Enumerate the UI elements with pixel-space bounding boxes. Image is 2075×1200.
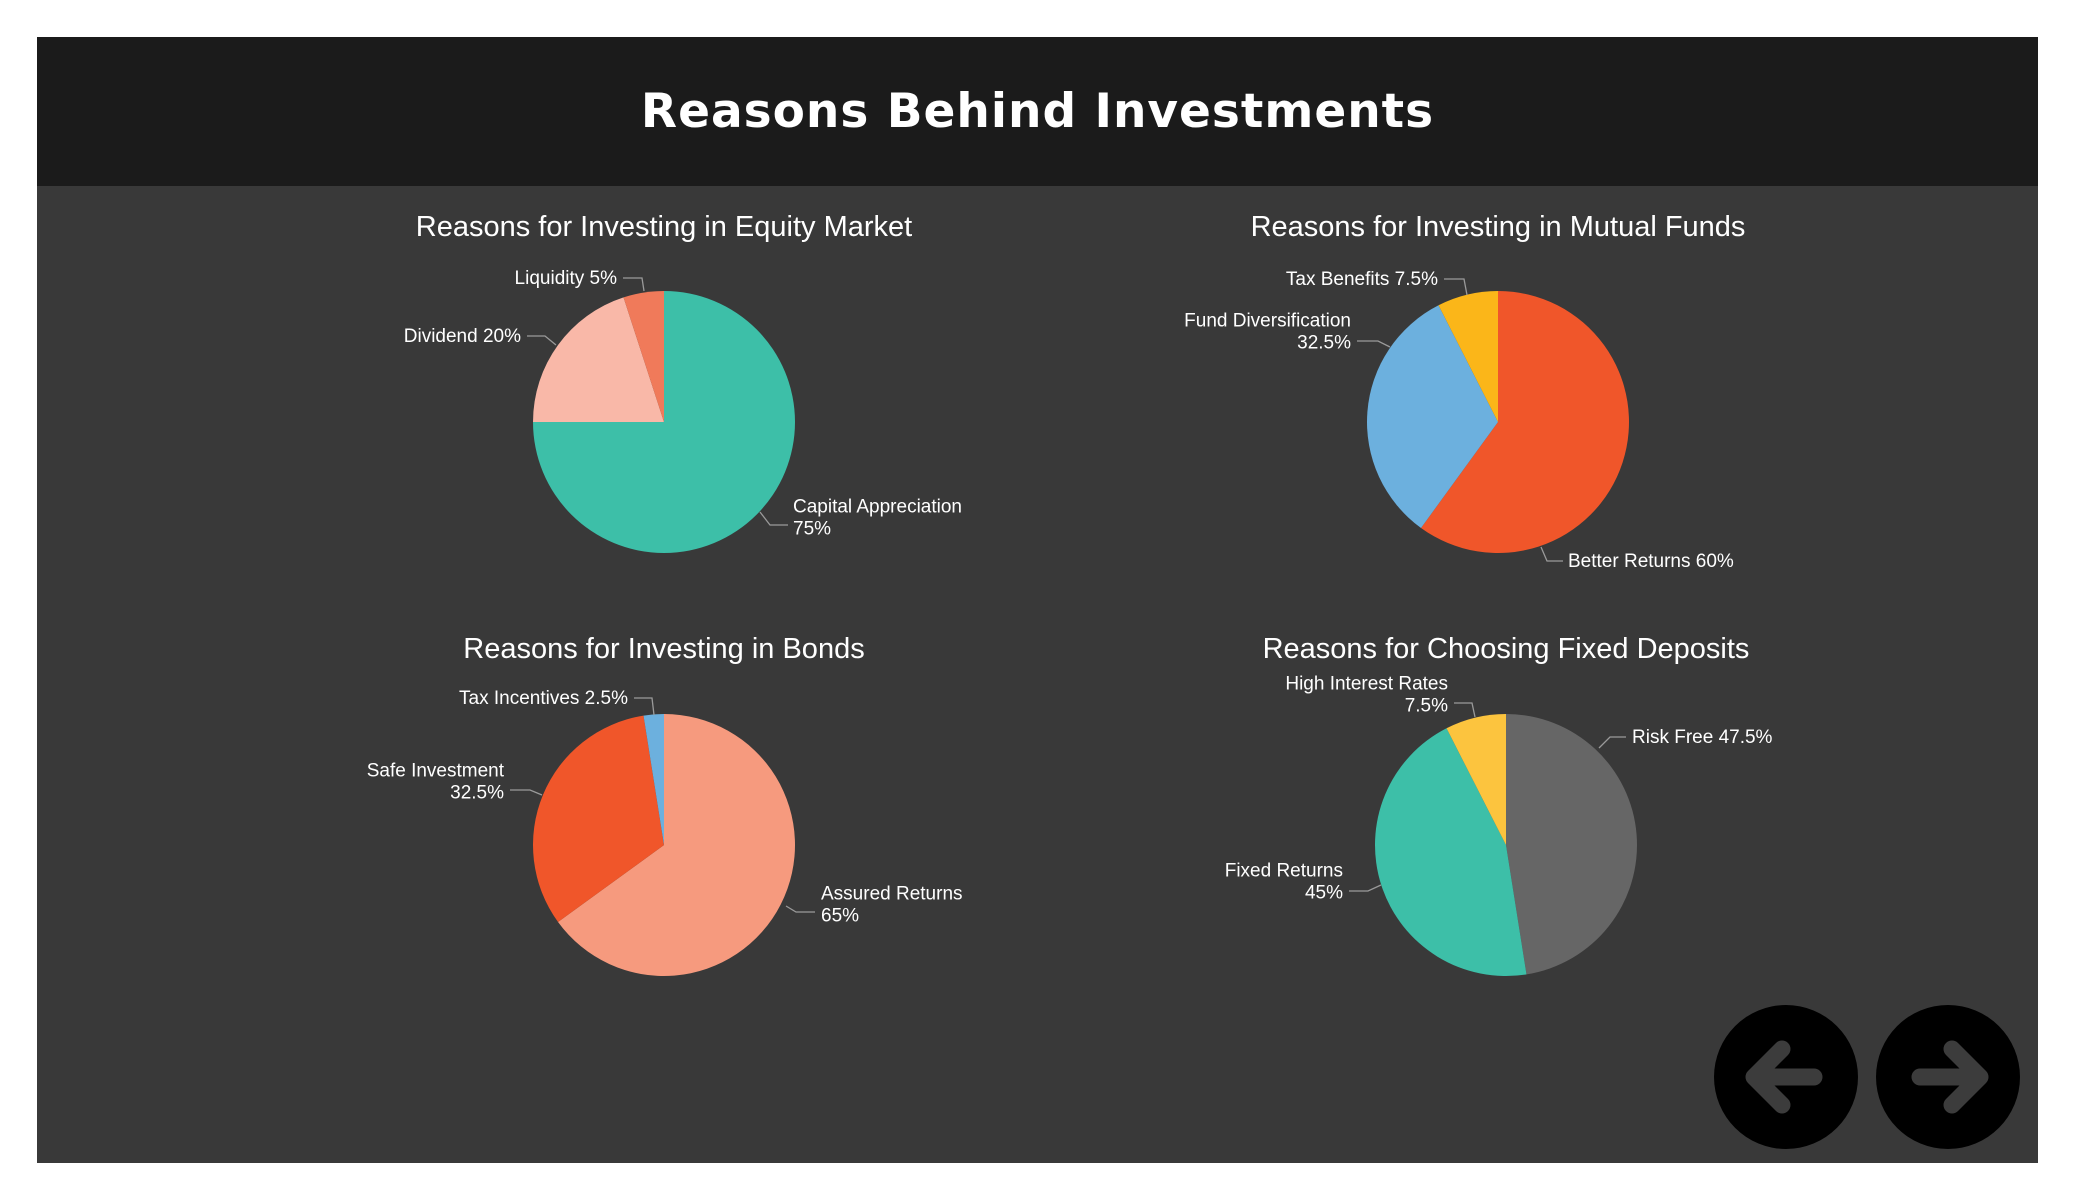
chart-title: Reasons for Choosing Fixed Deposits: [1263, 633, 1750, 665]
slice-label-value: 7.5%: [1405, 695, 1448, 716]
slice-label: Liquidity 5%: [515, 268, 618, 289]
slice-label-value: 65%: [821, 905, 859, 926]
pie-chart-2: Reasons for Investing in Mutual Funds Bet…: [1184, 211, 1745, 572]
slice-label-value: 32.5%: [1297, 332, 1351, 353]
leader-line: [623, 277, 645, 292]
pie-slice-risk-free: [1506, 714, 1637, 975]
chart-title: Reasons for Investing in Equity Market: [416, 211, 912, 243]
pie-slice-fund-diversification: [1367, 305, 1498, 528]
arrow-right-icon: [1911, 1040, 1989, 1114]
chart-title: Reasons for Investing in Mutual Funds: [1251, 211, 1746, 243]
slice-label: High Interest Rates 7.5%: [1285, 673, 1448, 716]
slice-label: Assured Returns 65%: [821, 883, 963, 926]
slice-label-value: 75%: [793, 518, 831, 539]
chart-title: Reasons for Investing in Bonds: [463, 633, 864, 665]
slide-header: Reasons Behind Investments: [37, 37, 2038, 186]
slice-label: Tax Benefits 7.5%: [1286, 269, 1438, 290]
slice-label-value: 45%: [1305, 882, 1343, 903]
slice-label-name: Fixed Returns: [1225, 860, 1343, 881]
leader-line: [1454, 702, 1476, 718]
leader-line: [1357, 340, 1391, 348]
pie-slice-dividend: [533, 297, 664, 422]
previous-slide-button[interactable]: [1714, 1005, 1858, 1149]
leader-line: [510, 789, 543, 796]
leader-line: [1349, 884, 1382, 892]
page-title: Reasons Behind Investments: [640, 84, 1435, 139]
leader-line: [1444, 278, 1468, 296]
leader-line: [527, 335, 557, 346]
pie-slice-tax-incentives: [643, 714, 664, 845]
leader-line: [1598, 736, 1626, 749]
slice-label: Fund Diversification 32.5%: [1184, 310, 1351, 353]
pie-slice-better-returns: [1421, 291, 1630, 553]
next-slide-button[interactable]: [1876, 1005, 2020, 1149]
slice-label-name: Safe Investment: [367, 760, 505, 781]
slide-frame: Reasons Behind Investments: [37, 37, 2038, 1163]
leader-line: [634, 697, 655, 716]
slice-label: Risk Free 47.5%: [1632, 727, 1773, 748]
pie-slice-safe-investment: [533, 715, 664, 922]
slice-label: Safe Investment 32.5%: [367, 760, 505, 803]
pie-chart-3: Reasons for Investing in Bonds Assured Re…: [367, 633, 963, 976]
pie-chart-1: Reasons for Investing in Equity Market Ca…: [404, 211, 962, 553]
slice-label: Dividend 20%: [404, 326, 521, 347]
leader-line: [785, 905, 815, 913]
slice-label: Capital Appreciation 75%: [793, 496, 962, 539]
pie-slice-assured-returns: [558, 713, 795, 976]
leader-line: [759, 511, 788, 526]
slice-label-name: High Interest Rates: [1285, 673, 1448, 694]
slice-label-value: 32.5%: [450, 782, 504, 803]
pie-slice-tax-benefits: [1438, 291, 1498, 422]
slice-label-name: Fund Diversification: [1184, 310, 1351, 331]
pie-slice-liquidity: [623, 291, 664, 422]
pie-slice-fixed-returns: [1375, 728, 1527, 976]
arrow-left-icon: [1745, 1040, 1823, 1114]
pie-slice-high-interest-rates: [1446, 714, 1506, 845]
leader-line: [1540, 546, 1563, 562]
slice-label: Better Returns 60%: [1568, 551, 1734, 572]
slice-label: Fixed Returns 45%: [1225, 860, 1343, 903]
pie-chart-4: Reasons for Choosing Fixed Deposits Risk …: [1225, 633, 1773, 976]
slice-label: Tax Incentives 2.5%: [459, 688, 628, 709]
slice-label-name: Capital Appreciation: [793, 496, 962, 517]
slice-label-name: Assured Returns: [821, 883, 963, 904]
